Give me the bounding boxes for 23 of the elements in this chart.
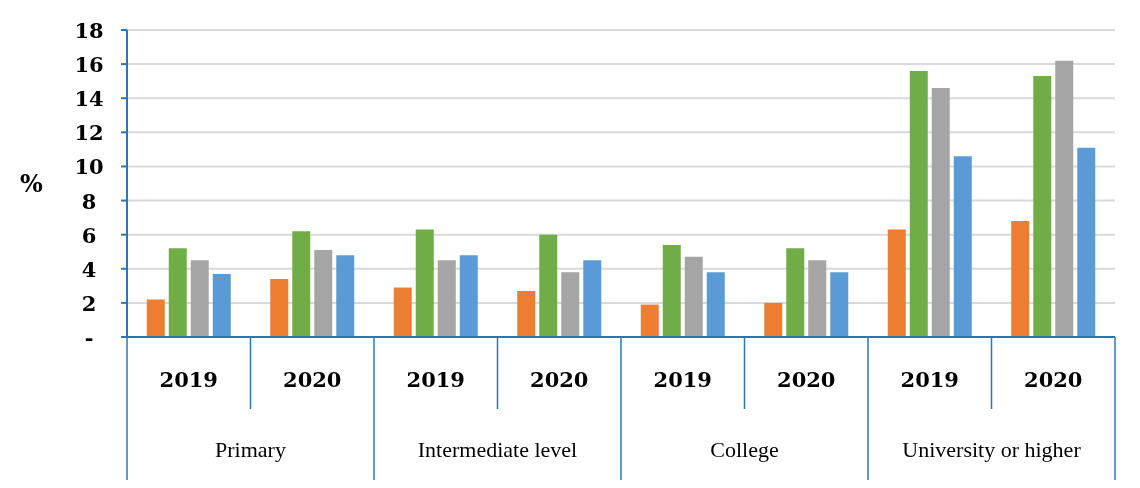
y-tick-label: 12: [74, 120, 104, 146]
text: Intermediate level: [417, 437, 578, 462]
x-tick-label: 2019: [159, 367, 218, 392]
text: University or higher: [902, 437, 1082, 462]
text: College: [710, 437, 779, 462]
x-tick-label: 2019: [900, 367, 959, 392]
y-tick-label: 14: [74, 86, 104, 112]
x-tick-label: 2019: [653, 367, 712, 392]
x-tick-label: 2020: [777, 367, 836, 392]
y-tick-label: -: [84, 325, 94, 350]
x-tick-label: 2020: [283, 367, 342, 392]
y-tick-label: 4: [81, 256, 97, 282]
y-axis-title: %: [20, 169, 43, 199]
x-tick-label: 2020: [1024, 367, 1083, 392]
y-tick-label: 10: [74, 154, 104, 180]
y-tick-label: 6: [81, 222, 97, 248]
y-tick-label: 16: [74, 52, 104, 78]
y-tick-label: 18: [74, 18, 104, 43]
x-tick-label: 2020: [530, 367, 589, 392]
text: Primary: [215, 437, 286, 462]
x-tick-label: 2019: [406, 367, 465, 392]
y-tick-label: 8: [81, 188, 97, 214]
y-tick-label: 2: [81, 290, 97, 316]
